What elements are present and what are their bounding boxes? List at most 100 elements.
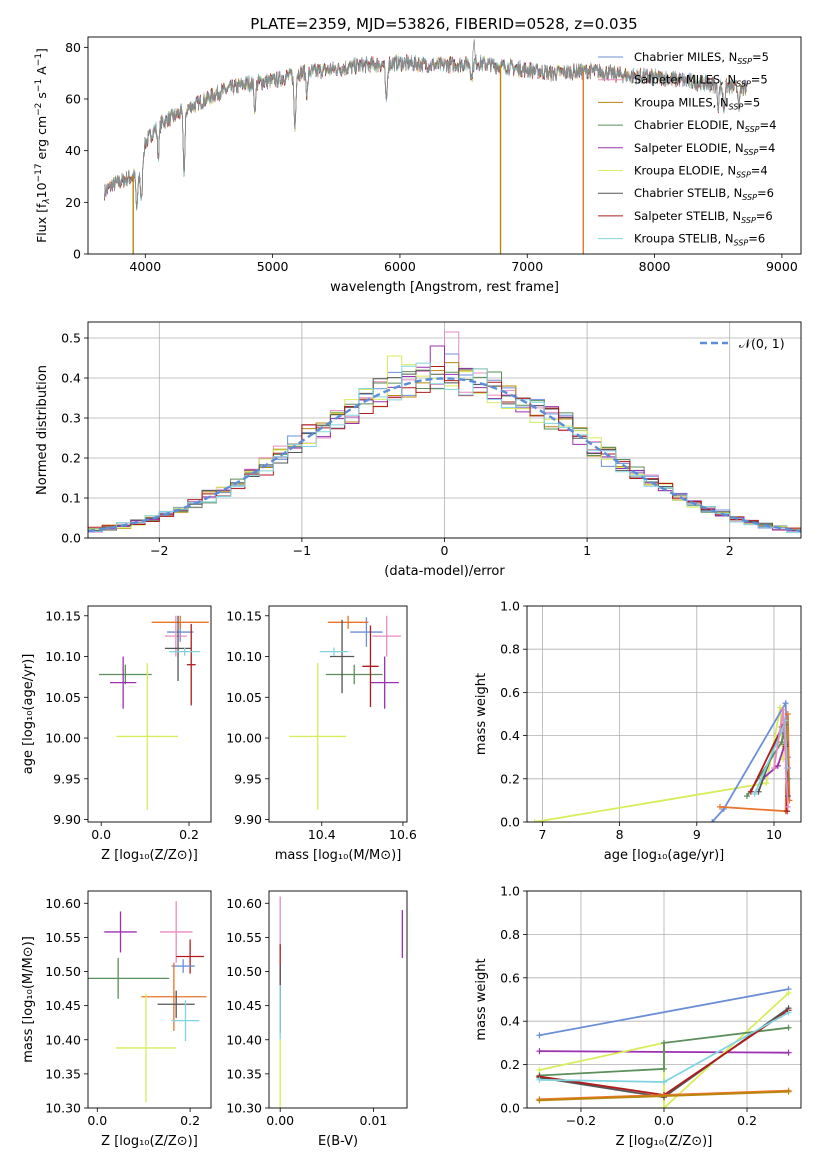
x-axis-label: E(B-V) (318, 1134, 358, 1149)
errorbar-point (141, 962, 207, 1031)
errorbar-point (327, 615, 369, 629)
x-axis-label: Z [log₁₀(Z/Z⊙)] (101, 1134, 198, 1149)
y-tick-label: 9.95 (234, 771, 262, 786)
spectrum-panel: 4000 5000 6000 7000 8000 9000 0 20 40 60 80 wavelen… (34, 36, 802, 295)
y-tick-label: 0.2 (500, 1057, 520, 1072)
mass-weight-line (539, 1090, 789, 1102)
errorbar-point (98, 664, 152, 685)
y-tick-label: 10.40 (45, 1032, 81, 1047)
y-label-part: 10 (34, 182, 49, 198)
errorbar-point (370, 656, 399, 709)
y-tick-label: 10.15 (226, 608, 262, 623)
axes-frame (87, 321, 802, 539)
y-tick-label: 10.15 (45, 608, 81, 623)
axes-frame (526, 605, 802, 823)
errorbar-point (116, 663, 179, 810)
y-tick-label: 10.50 (45, 964, 81, 979)
y-tick-label: 9.95 (53, 771, 81, 786)
errorbar-point (186, 623, 196, 706)
y-axis-label: Normed distribution (35, 365, 50, 495)
x-tick-label: 9000 (766, 259, 798, 274)
axes-frame (87, 890, 212, 1109)
legend-suffix: =6 (756, 209, 773, 223)
legend-label: Salpeter MILES, N (634, 73, 736, 87)
plot-area (98, 615, 209, 810)
errorbar-point (157, 990, 195, 1018)
age-vs-mass-panel: 10.4 10.6 9.90 9.95 10.00 10.05 10.10 10.15 mass… (226, 605, 417, 863)
mass-weight-vs-metallicity-panel: −0.2 0.0 0.2 0.0 0.2 0.4 0.6 0.8 1.0 Z [log₁₀(Z/Z… (474, 884, 802, 1149)
y-tick-label: 10.60 (45, 896, 81, 911)
x-axis-label: Z [log₁₀(Z/Z⊙)] (616, 1134, 713, 1149)
plot-area (88, 901, 207, 1103)
legend-entry: Kroupa ELODIE, NSSP=4 (634, 164, 768, 180)
y-tick-label: 0.0 (61, 531, 81, 546)
x-tick-label: 0.0 (91, 827, 111, 842)
x-axis-label: (data-model)/error (384, 564, 505, 579)
x-tick-label: 1 (583, 543, 591, 558)
legend-entry: Salpeter STELIB, NSSP=6 (634, 209, 773, 225)
errorbar-point (88, 957, 170, 999)
legend-entry: Salpeter ELODIE, NSSP=4 (634, 141, 775, 157)
y-tick-label: 10.30 (45, 1101, 81, 1116)
legend-sub: SSP (729, 102, 744, 111)
y-tick-label: 0.4 (500, 728, 520, 743)
legend-entry: Salpeter MILES, NSSP=5 (634, 73, 768, 89)
y-tick-label: 10.60 (226, 896, 262, 911)
legend-entry: Chabrier STELIB, NSSP=6 (634, 186, 774, 202)
x-tick-label: 0.2 (737, 1113, 757, 1128)
legend-sub: SSP (742, 193, 757, 202)
x-tick-label: 9 (693, 827, 701, 842)
y-tick-label: 10.10 (45, 649, 81, 664)
x-tick-label: 0.2 (180, 1113, 200, 1128)
legend-sub: SSP (745, 125, 760, 134)
y-label-part: λ (42, 198, 52, 204)
y-tick-label: 0.8 (500, 927, 520, 942)
x-tick-label: 8000 (639, 259, 671, 274)
x-tick-label: 0.0 (654, 1113, 674, 1128)
y-tick-label: 10.55 (45, 930, 81, 945)
y-tick-label: 10.45 (226, 998, 262, 1013)
legend-suffix: =6 (757, 186, 774, 200)
legend-label: Salpeter ELODIE, N (634, 141, 744, 155)
mass-weight-line (534, 707, 785, 822)
legend-label: Chabrier STELIB, N (634, 186, 742, 200)
legend-entry: 𝒩(0, 1) (739, 336, 785, 351)
y-label-part: s (34, 92, 49, 103)
y-tick-label: 0.4 (500, 1014, 520, 1029)
x-tick-label: 0.2 (179, 827, 199, 842)
mass-weight-line (539, 1089, 789, 1101)
plot-area (289, 615, 401, 810)
plot-area (279, 896, 403, 1108)
x-tick-label: 0.01 (360, 1113, 388, 1128)
errorbar-point (104, 911, 137, 953)
legend-label: Salpeter STELIB, N (634, 209, 741, 223)
axes-frame (87, 36, 802, 255)
x-tick-label: 10.4 (308, 827, 336, 842)
y-tick-label: 10.55 (226, 930, 262, 945)
spectrum-data-line (104, 39, 747, 209)
legend-label: Kroupa MILES, N (634, 95, 729, 109)
plot-area (104, 39, 747, 254)
legend-sub: SSP (734, 239, 749, 248)
y-axis-label: Flux [fλ10−17 erg cm−2 s−1 A−1] (34, 48, 52, 243)
y-label-part: −2 (34, 103, 44, 116)
legend-entry: Kroupa STELIB, NSSP=6 (634, 232, 765, 248)
x-tick-label: 10 (766, 827, 782, 842)
y-axis-label: mass weight (474, 958, 489, 1040)
normal-curve (88, 377, 801, 533)
y-axis-label: mass weight (474, 673, 489, 755)
legend-entry: Chabrier ELODIE, NSSP=4 (634, 118, 776, 134)
errorbar-point (362, 625, 379, 708)
y-label-part: Flux [f (34, 203, 49, 243)
legend-suffix: =4 (758, 141, 775, 155)
residuals-panel: −2 −1 0 1 2 0.0 0.1 0.2 0.3 0.4 0.5 (data-model)/er… (35, 321, 802, 579)
x-tick-label: 2 (726, 543, 734, 558)
errorbar-point (372, 615, 401, 657)
y-tick-label: 0.6 (500, 685, 520, 700)
y-label-part: ] (34, 48, 49, 53)
mass-vs-metallicity-panel: 0.0 0.2 10.30 10.35 10.40 10.45 10.50 10.55 10.6… (21, 890, 212, 1149)
y-tick-label: 0.0 (500, 1101, 520, 1116)
y-label-part: −1 (34, 79, 44, 92)
y-tick-label: 40 (65, 143, 81, 158)
